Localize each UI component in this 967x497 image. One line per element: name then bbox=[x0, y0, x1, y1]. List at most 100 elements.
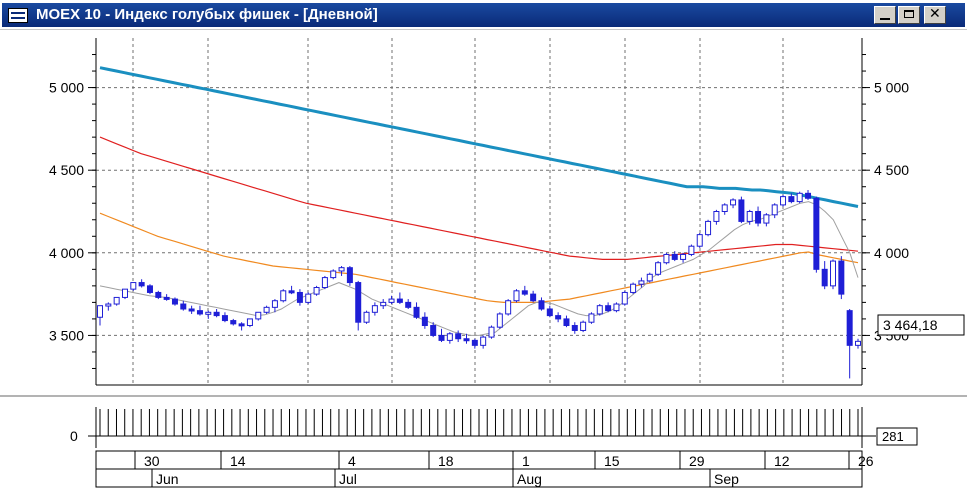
candle-body bbox=[730, 199, 737, 206]
candle bbox=[221, 312, 228, 323]
candle bbox=[446, 332, 453, 344]
candle bbox=[238, 322, 245, 331]
day-label: 30 bbox=[144, 453, 160, 469]
candle bbox=[655, 261, 662, 276]
maximize-button[interactable] bbox=[898, 6, 920, 24]
candle-body bbox=[255, 311, 262, 320]
volume-bars bbox=[99, 409, 859, 436]
series-line-ma-short bbox=[99, 212, 859, 303]
candle bbox=[830, 259, 837, 290]
candle-body bbox=[346, 267, 353, 284]
last-value-label: 3 464,18 bbox=[883, 317, 938, 333]
candle-body bbox=[330, 270, 337, 279]
candle bbox=[313, 285, 320, 296]
candle-body bbox=[371, 305, 378, 313]
y-tick-label-right: 4 500 bbox=[874, 162, 909, 178]
candle bbox=[596, 304, 603, 316]
minimize-button[interactable] bbox=[874, 6, 896, 24]
series-line-ma-fast bbox=[99, 201, 859, 336]
candle-body bbox=[838, 260, 845, 295]
candle bbox=[705, 219, 712, 237]
candle bbox=[288, 285, 295, 295]
candle-body bbox=[130, 282, 137, 290]
candle-body bbox=[471, 339, 478, 346]
candle-body bbox=[280, 290, 287, 302]
candle bbox=[838, 256, 845, 300]
candle-body bbox=[771, 204, 778, 216]
y-tick-label-left: 3 500 bbox=[49, 327, 84, 343]
candle bbox=[688, 244, 695, 257]
candle bbox=[296, 289, 303, 306]
candle bbox=[538, 297, 545, 311]
month-label: Jun bbox=[156, 471, 179, 487]
candle bbox=[196, 305, 203, 316]
candle bbox=[380, 299, 387, 309]
candle bbox=[97, 305, 103, 326]
candle bbox=[413, 302, 420, 319]
candle bbox=[530, 290, 537, 303]
candle-body bbox=[238, 323, 245, 327]
candle bbox=[171, 297, 178, 306]
y-tick-label-left: 4 500 bbox=[49, 162, 84, 178]
candle bbox=[146, 284, 153, 295]
candle-body bbox=[230, 320, 237, 325]
candle-body bbox=[155, 291, 162, 298]
time-axis: 30 14 4 18 1 15 29 12 26 Jun Jul Aug Sep bbox=[95, 450, 874, 488]
candle bbox=[780, 194, 787, 207]
month-label: Aug bbox=[517, 471, 542, 487]
y-tick-label-right: 4 000 bbox=[874, 245, 909, 261]
candle-body bbox=[638, 280, 645, 285]
candle-body bbox=[97, 305, 103, 318]
candle bbox=[355, 280, 362, 331]
candle-body bbox=[705, 220, 712, 236]
candle bbox=[496, 312, 503, 329]
candle-body bbox=[271, 300, 278, 308]
candle bbox=[563, 315, 570, 328]
candle-body bbox=[521, 290, 528, 295]
titlebar-bar: MOEX 10 - Индекс голубых фишек - [Дневно… bbox=[2, 3, 965, 27]
candle-body bbox=[538, 300, 545, 310]
candle bbox=[763, 213, 770, 227]
close-button[interactable]: ✕ bbox=[924, 6, 946, 24]
candle bbox=[713, 209, 720, 225]
candle bbox=[230, 318, 237, 326]
candle bbox=[696, 232, 703, 248]
candle bbox=[588, 312, 595, 324]
candle bbox=[580, 320, 587, 333]
candle bbox=[130, 282, 137, 291]
candle bbox=[480, 335, 487, 349]
y-tick-label-left: 5 000 bbox=[49, 80, 84, 96]
candle-body bbox=[463, 338, 470, 342]
candle-body bbox=[396, 298, 403, 303]
candle-body bbox=[138, 282, 145, 287]
candle-body bbox=[596, 305, 603, 315]
candle-body bbox=[388, 298, 395, 303]
candle bbox=[638, 277, 645, 288]
candle-body bbox=[696, 234, 703, 247]
candle-body bbox=[780, 196, 787, 206]
minimize-icon bbox=[880, 18, 890, 20]
candle bbox=[205, 310, 212, 319]
candle-body bbox=[480, 336, 487, 346]
candle bbox=[388, 295, 395, 305]
candle-body bbox=[605, 305, 612, 312]
candle-body bbox=[813, 197, 820, 270]
chart-window-icon[interactable] bbox=[8, 8, 28, 23]
candle-body bbox=[505, 300, 512, 315]
candle bbox=[646, 272, 653, 283]
candle-body bbox=[846, 310, 853, 346]
candle bbox=[113, 296, 120, 306]
candle-body bbox=[721, 204, 728, 212]
candle-body bbox=[380, 301, 387, 307]
candle bbox=[546, 305, 553, 318]
candle-body bbox=[221, 315, 228, 322]
candle bbox=[621, 290, 628, 306]
moving-averages bbox=[99, 66, 859, 336]
candle bbox=[730, 198, 737, 209]
candle bbox=[338, 266, 345, 276]
candle-body bbox=[430, 325, 437, 336]
candle-body bbox=[105, 303, 112, 307]
candle bbox=[263, 305, 270, 314]
maximize-icon bbox=[904, 10, 914, 18]
